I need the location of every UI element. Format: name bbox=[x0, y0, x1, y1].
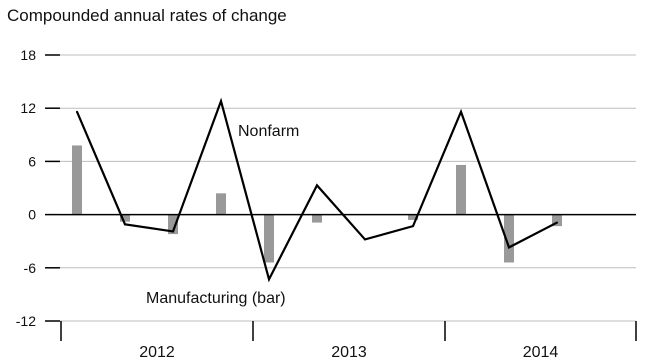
point-nonfarm bbox=[172, 230, 174, 233]
x-group-label-2014: 2014 bbox=[523, 344, 559, 361]
point-nonfarm bbox=[556, 221, 558, 224]
bar-manufacturing bbox=[504, 214, 514, 263]
point-nonfarm bbox=[220, 100, 222, 103]
point-nonfarm bbox=[364, 238, 366, 241]
y-tick-label: 6 bbox=[28, 153, 36, 169]
line-nonfarm bbox=[75, 97, 558, 283]
y-tick-label: -12 bbox=[16, 313, 36, 329]
point-nonfarm bbox=[268, 278, 270, 281]
y-tick-label: 18 bbox=[20, 47, 36, 63]
point-nonfarm bbox=[316, 184, 318, 187]
bar-manufacturing bbox=[264, 214, 274, 263]
bar-manufacturing bbox=[408, 214, 418, 220]
bar-manufacturing bbox=[216, 193, 226, 215]
bar-manufacturing bbox=[552, 214, 562, 227]
bar-manufacturing bbox=[312, 214, 322, 223]
point-nonfarm bbox=[460, 110, 462, 113]
point-nonfarm bbox=[76, 110, 78, 113]
y-tick-label: 0 bbox=[28, 207, 36, 223]
label-manufacturing: Manufacturing (bar) bbox=[146, 290, 286, 307]
point-nonfarm bbox=[508, 246, 510, 249]
x-group-label-2012: 2012 bbox=[139, 344, 175, 361]
bar-manufacturing bbox=[72, 145, 82, 215]
point-nonfarm bbox=[412, 225, 414, 228]
x-group-label-2013: 2013 bbox=[331, 344, 367, 361]
y-tick-label: -6 bbox=[24, 260, 37, 276]
bar-manufacturing bbox=[168, 214, 178, 235]
y-tick-label: 12 bbox=[20, 100, 36, 116]
bar-manufacturing bbox=[120, 214, 130, 222]
chart-subtitle: Compounded annual rates of change bbox=[7, 6, 287, 25]
point-nonfarm bbox=[124, 223, 126, 226]
label-nonfarm: Nonfarm bbox=[238, 123, 299, 140]
bar-manufacturing bbox=[456, 164, 466, 215]
